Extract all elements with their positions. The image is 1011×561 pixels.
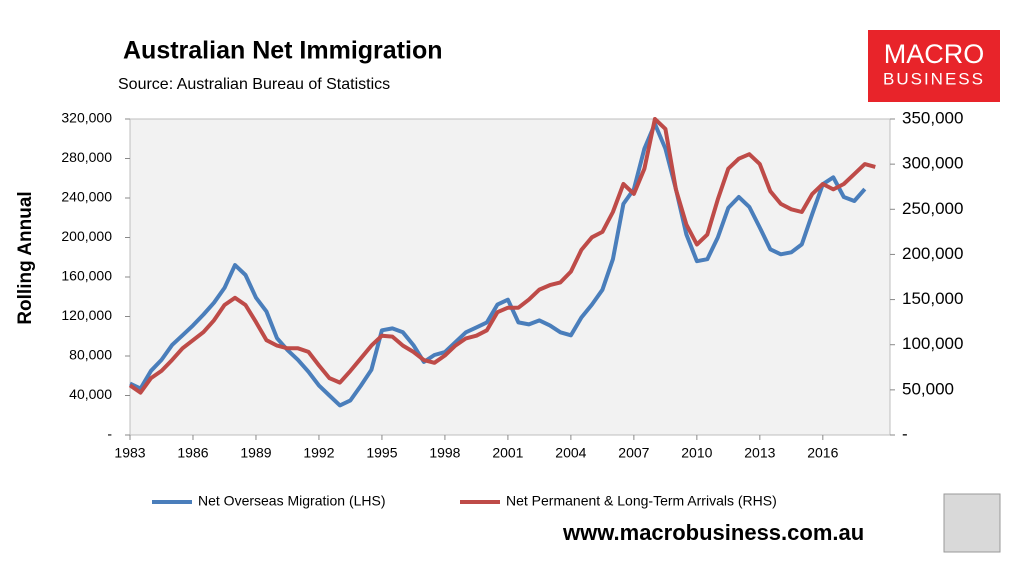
y-tick-label: 160,000 (61, 268, 112, 284)
y-tick-label: 320,000 (61, 110, 112, 126)
x-tick-label: 1998 (429, 445, 460, 461)
x-tick-label: 2013 (744, 445, 775, 461)
y-tick-label: 40,000 (69, 386, 112, 402)
chart-subtitle: Source: Australian Bureau of Statistics (118, 76, 390, 93)
y2-tick-label: 200,000 (902, 244, 963, 263)
logo-image (943, 493, 1001, 553)
y2-tick-label: 250,000 (902, 199, 963, 218)
x-tick-label: 1983 (114, 445, 145, 461)
x-tick-label: 1989 (240, 445, 271, 461)
y-tick-label: 80,000 (69, 347, 112, 363)
y2-tick-label: 350,000 (902, 108, 963, 127)
legend-label: Net Overseas Migration (LHS) (198, 493, 386, 509)
footer-url: www.macrobusiness.com.au (562, 520, 864, 545)
y-tick-label: 120,000 (61, 307, 112, 323)
x-tick-label: 2010 (681, 445, 712, 461)
logo-text: MACRO (884, 39, 985, 69)
x-tick-label: 2001 (492, 445, 523, 461)
logo-box (868, 30, 1000, 102)
x-tick-label: 2007 (618, 445, 649, 461)
legend-label: Net Permanent & Long-Term Arrivals (RHS) (506, 493, 777, 509)
x-tick-label: 2016 (807, 445, 838, 461)
x-tick-label: 2004 (555, 445, 586, 461)
y-tick-label: - (107, 426, 112, 442)
chart-title: Australian Net Immigration (123, 37, 443, 65)
data-line (128, 117, 876, 395)
y2-tick-label: 100,000 (902, 334, 963, 353)
plot-area (129, 118, 891, 436)
y2-tick-label: 50,000 (902, 379, 954, 398)
y2-tick-label: 300,000 (902, 154, 963, 173)
x-tick-label: 1995 (366, 445, 397, 461)
x-tick-label: 1986 (177, 445, 208, 461)
y2-tick-label: 150,000 (902, 289, 963, 308)
y-axis-label: Rolling Annual (15, 191, 36, 324)
y2-tick-label: - (902, 424, 908, 443)
x-tick-label: 1992 (303, 445, 334, 461)
logo-text: BUSINESS (883, 69, 985, 88)
y-tick-label: 240,000 (61, 189, 112, 205)
data-line (129, 121, 867, 408)
y-tick-label: 200,000 (61, 228, 112, 244)
y-tick-label: 280,000 (61, 149, 112, 165)
